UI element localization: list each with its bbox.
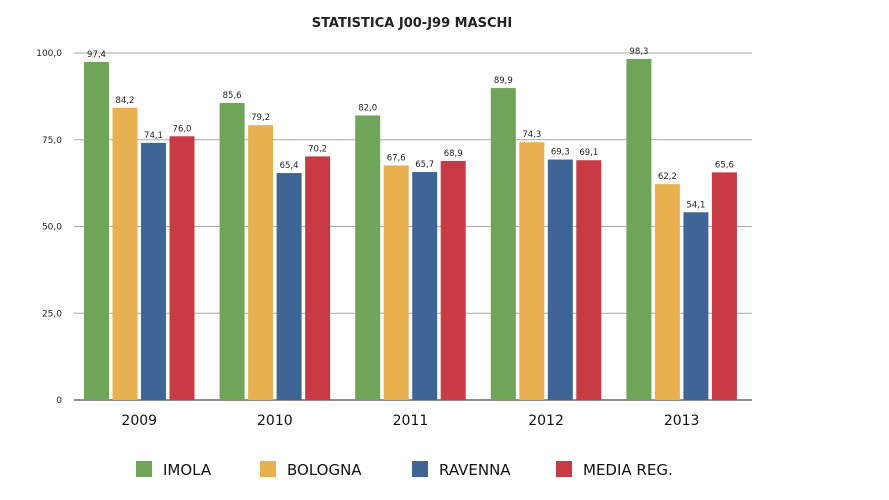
x-tick-label: 2012	[528, 413, 564, 429]
data-label: 54,1	[686, 200, 705, 210]
y-tick-label: 50,0	[42, 223, 62, 233]
data-labels-layer: 97,4 84,2 74,1 76,0 85,6 79,2 65,4 70,2 82,0 67,6…	[87, 47, 734, 210]
bar-media-reg--2009	[169, 136, 195, 400]
data-label: 65,7	[415, 160, 434, 170]
y-tick-label: 0	[56, 396, 62, 406]
legend-swatch	[412, 461, 428, 477]
legend-swatch	[260, 461, 276, 477]
bar-bologna-2011	[383, 165, 409, 400]
x-tick-label: 2009	[121, 413, 157, 429]
bar-bologna-2013	[654, 184, 680, 400]
data-label: 67,6	[387, 153, 406, 163]
legend-label: BOLOGNA	[287, 461, 362, 479]
legend-swatch	[556, 461, 572, 477]
data-label: 69,1	[579, 148, 598, 158]
data-label: 89,9	[494, 76, 513, 86]
bar-ravenna-2010	[276, 173, 302, 400]
bar-imola-2012	[490, 88, 516, 400]
bar-ravenna-2013	[683, 212, 709, 400]
bars-layer	[84, 58, 737, 401]
x-tick-label: 2010	[257, 413, 293, 429]
bar-imola-2013	[626, 58, 652, 401]
data-label: 82,0	[358, 103, 377, 113]
bar-media-reg--2011	[440, 160, 466, 400]
bar-media-reg--2013	[711, 172, 737, 400]
bar-bologna-2010	[248, 125, 274, 401]
data-label: 69,3	[551, 148, 570, 158]
data-label: 65,6	[715, 160, 734, 170]
bar-imola-2010	[219, 102, 245, 400]
bar-media-reg--2010	[305, 156, 331, 400]
data-label: 74,1	[144, 131, 163, 141]
y-tick-label: 25,0	[42, 309, 62, 319]
bar-ravenna-2012	[547, 159, 573, 400]
data-label: 98,3	[629, 47, 648, 57]
bar-ravenna-2011	[412, 172, 438, 400]
legend: IMOLA BOLOGNA RAVENNA MEDIA REG.	[136, 461, 673, 479]
bar-bologna-2012	[519, 142, 545, 400]
data-label: 70,2	[308, 144, 327, 154]
data-label: 76,0	[173, 124, 192, 134]
legend-swatch	[136, 461, 152, 477]
x-tick-label: 2013	[664, 413, 700, 429]
legend-label: RAVENNA	[439, 461, 511, 479]
bar-imola-2009	[84, 62, 109, 400]
x-tick-label: 2011	[393, 413, 429, 429]
chart-title: STATISTICA J00-J99 MASCHI	[312, 16, 513, 31]
x-axis: 2009 2010 2011 2012 2013	[121, 413, 699, 429]
y-tick-label: 75,0	[42, 136, 62, 146]
legend-label: IMOLA	[163, 461, 212, 479]
data-label: 97,4	[87, 50, 106, 60]
y-tick-label: 100,0	[36, 49, 62, 59]
data-label: 84,2	[116, 96, 135, 106]
data-label: 74,3	[522, 130, 541, 140]
legend-label: MEDIA REG.	[583, 461, 673, 479]
bar-ravenna-2009	[141, 142, 166, 401]
data-label: 85,6	[223, 91, 242, 101]
data-label: 62,2	[658, 172, 677, 182]
bar-imola-2011	[355, 115, 381, 401]
bar-media-reg--2012	[576, 160, 602, 400]
data-label: 65,4	[280, 161, 299, 171]
data-label: 68,9	[444, 149, 463, 159]
bar-bologna-2009	[112, 107, 138, 401]
data-label: 79,2	[251, 113, 270, 123]
